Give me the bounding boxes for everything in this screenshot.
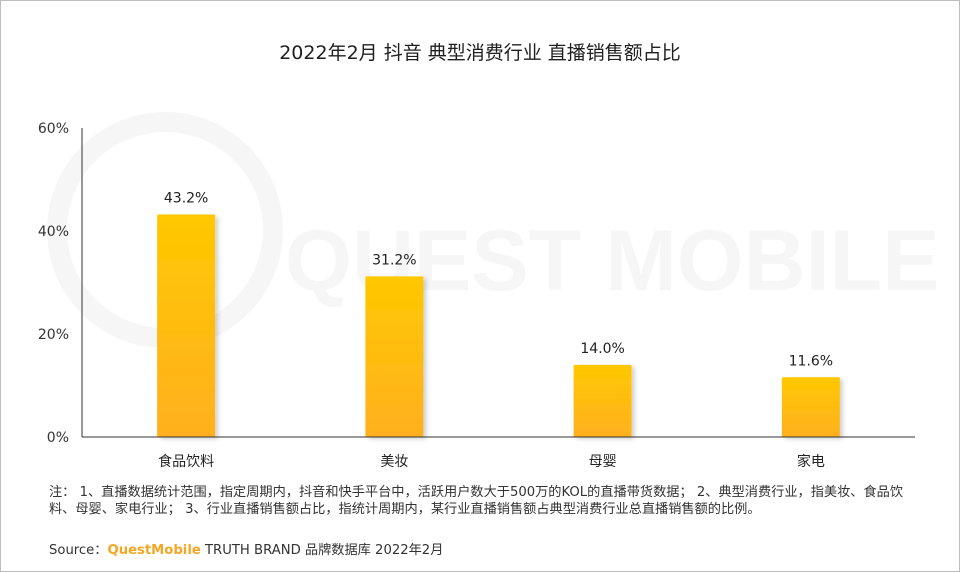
- bar-value-label: 11.6%: [789, 353, 833, 369]
- bar: [365, 276, 424, 437]
- y-tick-label: 20%: [38, 327, 69, 343]
- bar: [781, 377, 840, 437]
- bar-value-label: 31.2%: [372, 252, 416, 268]
- chart-title: 2022年2月 抖音 典型消费行业 直播销售额占比: [279, 42, 681, 64]
- source-brand: QuestMobile: [107, 543, 201, 558]
- y-tick-label: 0%: [47, 430, 69, 446]
- bar-value-label: 14.0%: [580, 341, 624, 357]
- bars: 43.2% 31.2% 14.0% 11.6%: [157, 191, 840, 437]
- bar: [157, 214, 216, 437]
- x-tick-label: 母婴: [589, 454, 617, 470]
- y-axis: 0% 20% 40% 60%: [38, 121, 83, 446]
- bar-value-label: 43.2%: [164, 191, 208, 207]
- source-line: Source：QuestMobile TRUTH BRAND 品牌数据库 202…: [49, 539, 443, 558]
- bar: [573, 364, 632, 437]
- x-tick-label: 家电: [797, 453, 825, 470]
- source-prefix: Source：: [49, 543, 108, 558]
- y-tick-label: 40%: [38, 224, 69, 240]
- y-tick-label: 60%: [38, 121, 69, 137]
- x-tick-label: 美妆: [380, 454, 408, 470]
- x-tick-label: 食品饮料: [158, 453, 214, 470]
- x-axis: 食品饮料 美妆 母婴 家电: [82, 436, 915, 470]
- source-suffix: TRUTH BRAND 品牌数据库 2022年2月: [200, 543, 444, 558]
- footnote: 注： 1、直播数据统计范围，指定周期内，抖音和快手平台中，活跃用户数大于500万…: [49, 485, 904, 517]
- bar-chart: 0% 20% 40% 60% 43.2% 31.2% 14.0% 11.6% 食品饮料 美妆 母…: [38, 121, 915, 470]
